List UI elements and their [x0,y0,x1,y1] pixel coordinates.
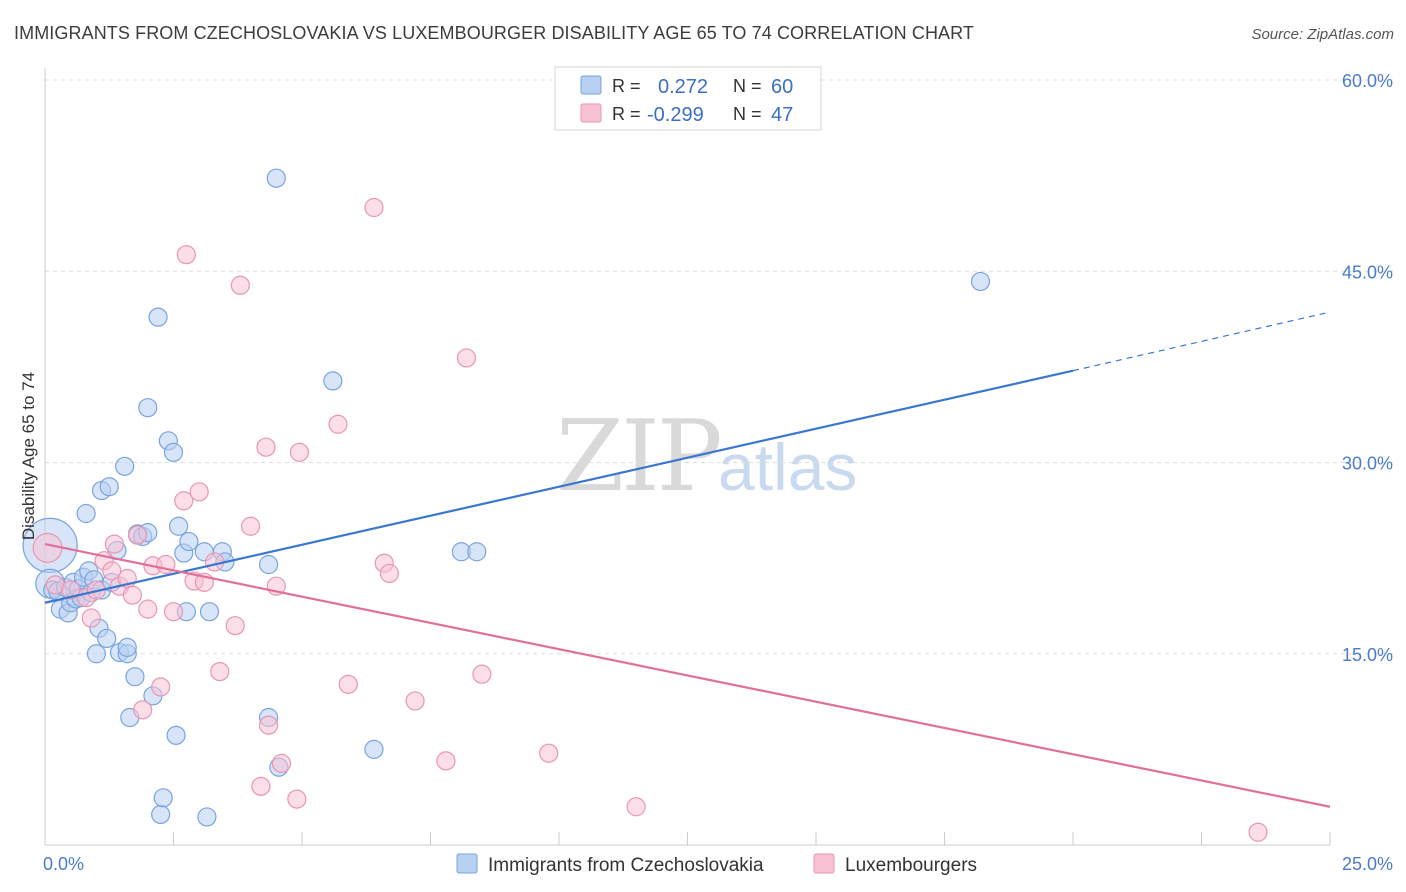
point-luxembourgers [405,691,425,711]
point-czechoslovakia [138,398,158,418]
point-luxembourgers [122,585,142,605]
legend-r-value-1: 0.272 [658,76,708,98]
legend-r-value-2: -0.299 [647,104,704,126]
legend-r-label-1: R = [612,76,641,96]
x-tick-label-min: 0.0% [43,854,84,874]
point-luxembourgers [210,661,230,682]
x-tick-label-max: 25.0% [1342,854,1393,874]
point-luxembourgers [241,516,261,536]
point-luxembourgers [81,608,101,628]
bottom-legend-swatch-pink [813,853,835,874]
point-luxembourgers [102,561,122,581]
point-luxembourgers [436,751,456,771]
chart-source: Source: ZipAtlas.com [1251,26,1394,43]
point-czechoslovakia [179,531,199,552]
point-czechoslovakia [117,637,137,657]
trend-lines [44,311,1331,808]
watermark: ZIP atlas [556,400,857,514]
point-czechoslovakia [169,516,189,536]
point-czechoslovakia [125,667,145,687]
point-luxembourgers [225,616,245,636]
legend-n-value-2: 47 [771,104,793,126]
point-luxembourgers [138,599,158,619]
trend-line-luxembourgers [44,543,1331,808]
point-czechoslovakia [197,807,217,827]
point-luxembourgers [127,525,148,545]
point-czechoslovakia [148,307,168,327]
point-luxembourgers [289,442,310,462]
point-luxembourgers [626,797,646,817]
point-czechoslovakia [364,739,384,759]
legend-n-label-2: N = [733,104,762,124]
point-luxembourgers [456,348,477,368]
point-czechoslovakia [99,477,119,497]
correlation-legend: R = 0.272 N = 60 R = -0.299 N = 47 [554,66,822,131]
point-czechoslovakia [266,168,286,188]
series-luxembourgers-points [32,197,1268,842]
point-luxembourgers [151,677,171,697]
point-czechoslovakia [115,456,135,476]
legend-r-label-2: R = [612,104,641,124]
point-luxembourgers [258,715,279,735]
axes [44,68,1331,846]
point-luxembourgers [379,563,399,584]
point-czechoslovakia [153,788,173,808]
chart-title: IMMIGRANTS FROM CZECHOSLOVAKIA VS LUXEMB… [14,23,974,43]
legend-n-label-1: N = [733,76,762,96]
point-luxembourgers [1248,822,1268,842]
point-czechoslovakia [258,554,279,575]
series-legend: Immigrants from Czechoslovakia Luxembour… [456,853,977,876]
point-luxembourgers [338,674,358,694]
y-axis-label: Disability Age 65 to 74 [19,372,38,540]
point-luxembourgers [176,245,196,265]
point-czechoslovakia [199,602,220,622]
point-luxembourgers [251,776,271,796]
point-czechoslovakia [323,371,343,391]
point-luxembourgers [287,789,307,809]
y-tick-label: 45.0% [1342,262,1393,282]
point-luxembourgers [61,580,81,600]
point-luxembourgers [189,482,209,502]
tick-labels: 15.0% 30.0% 45.0% 60.0% 0.0% 25.0% [43,71,1393,874]
point-luxembourgers [163,602,184,622]
legend-swatch-blue [580,75,602,95]
point-czechoslovakia [467,542,487,562]
bottom-legend-label-pink: Luxembourgers [845,855,977,876]
point-czechoslovakia [163,442,184,462]
grid [45,79,1395,655]
trend-line-czechoslovakia [44,369,1074,604]
point-czechoslovakia [86,644,107,664]
y-tick-label: 60.0% [1342,71,1393,91]
point-luxembourgers [539,743,559,763]
point-czechoslovakia [166,725,186,745]
point-luxembourgers [174,491,194,511]
bottom-legend-swatch-blue [456,853,478,874]
legend-swatch-pink [580,103,602,123]
legend-n-value-1: 60 [771,76,793,98]
y-tick-label: 30.0% [1342,454,1393,474]
point-luxembourgers [133,700,153,720]
point-czechoslovakia [76,503,96,524]
watermark-atlas: atlas [718,430,857,504]
point-luxembourgers [472,664,492,684]
point-luxembourgers [364,197,384,218]
point-luxembourgers [104,534,124,554]
point-luxembourgers [328,414,348,434]
bottom-legend-label-blue: Immigrants from Czechoslovakia [488,855,764,876]
point-luxembourgers [256,437,276,457]
y-tick-label: 15.0% [1342,645,1393,665]
point-luxembourgers [230,275,250,295]
point-czechoslovakia [97,628,117,649]
trend-line-czechoslovakia-extension [1072,311,1331,372]
point-czechoslovakia [970,271,991,292]
point-czechoslovakia [151,804,171,825]
point-luxembourgers [271,753,292,774]
